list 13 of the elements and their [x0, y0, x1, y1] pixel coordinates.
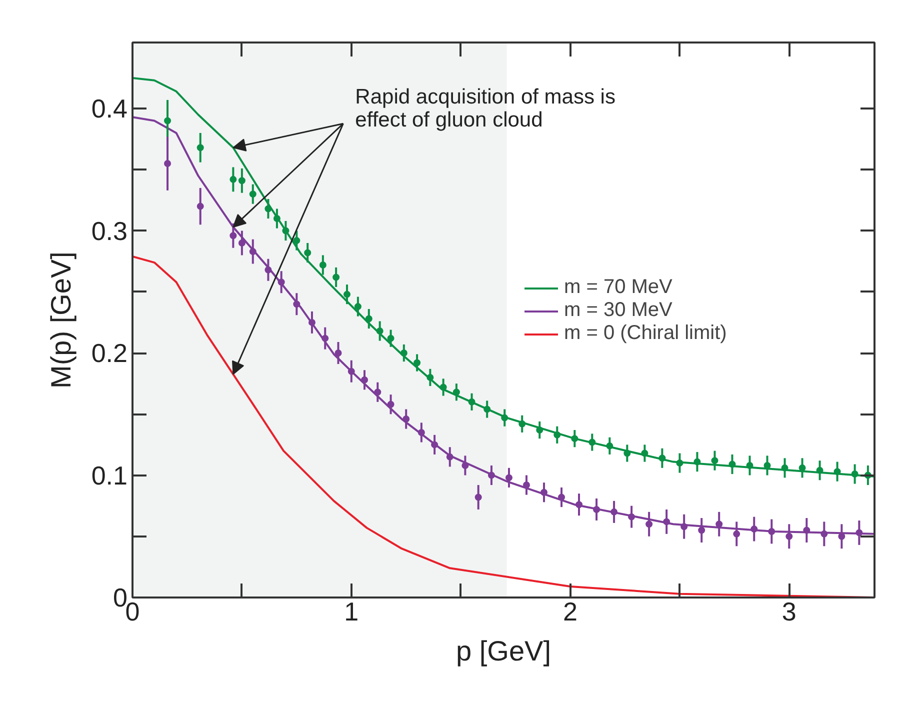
- annotation: Rapid acquisition of mass is effect of gluon cloud: [355, 86, 616, 132]
- y-tick-label: 0.2: [91, 338, 128, 368]
- x-tick-label: 3: [782, 596, 796, 626]
- x-tick-label: 1: [344, 596, 359, 626]
- y-tick-label: 0.4: [91, 94, 128, 124]
- legend-label: m = 70 MeV: [564, 276, 672, 299]
- x-tick-label: 2: [563, 596, 578, 626]
- y-tick-label: 0.1: [91, 460, 128, 490]
- x-axis-title: p [GeV]: [456, 636, 551, 666]
- legend-label: m = 0 (Chiral limit): [564, 322, 727, 345]
- y-tick-label: 0.3: [91, 216, 128, 246]
- y-axis-title: M(p) [GeV]: [45, 252, 76, 388]
- legend-label: m = 30 MeV: [564, 299, 672, 322]
